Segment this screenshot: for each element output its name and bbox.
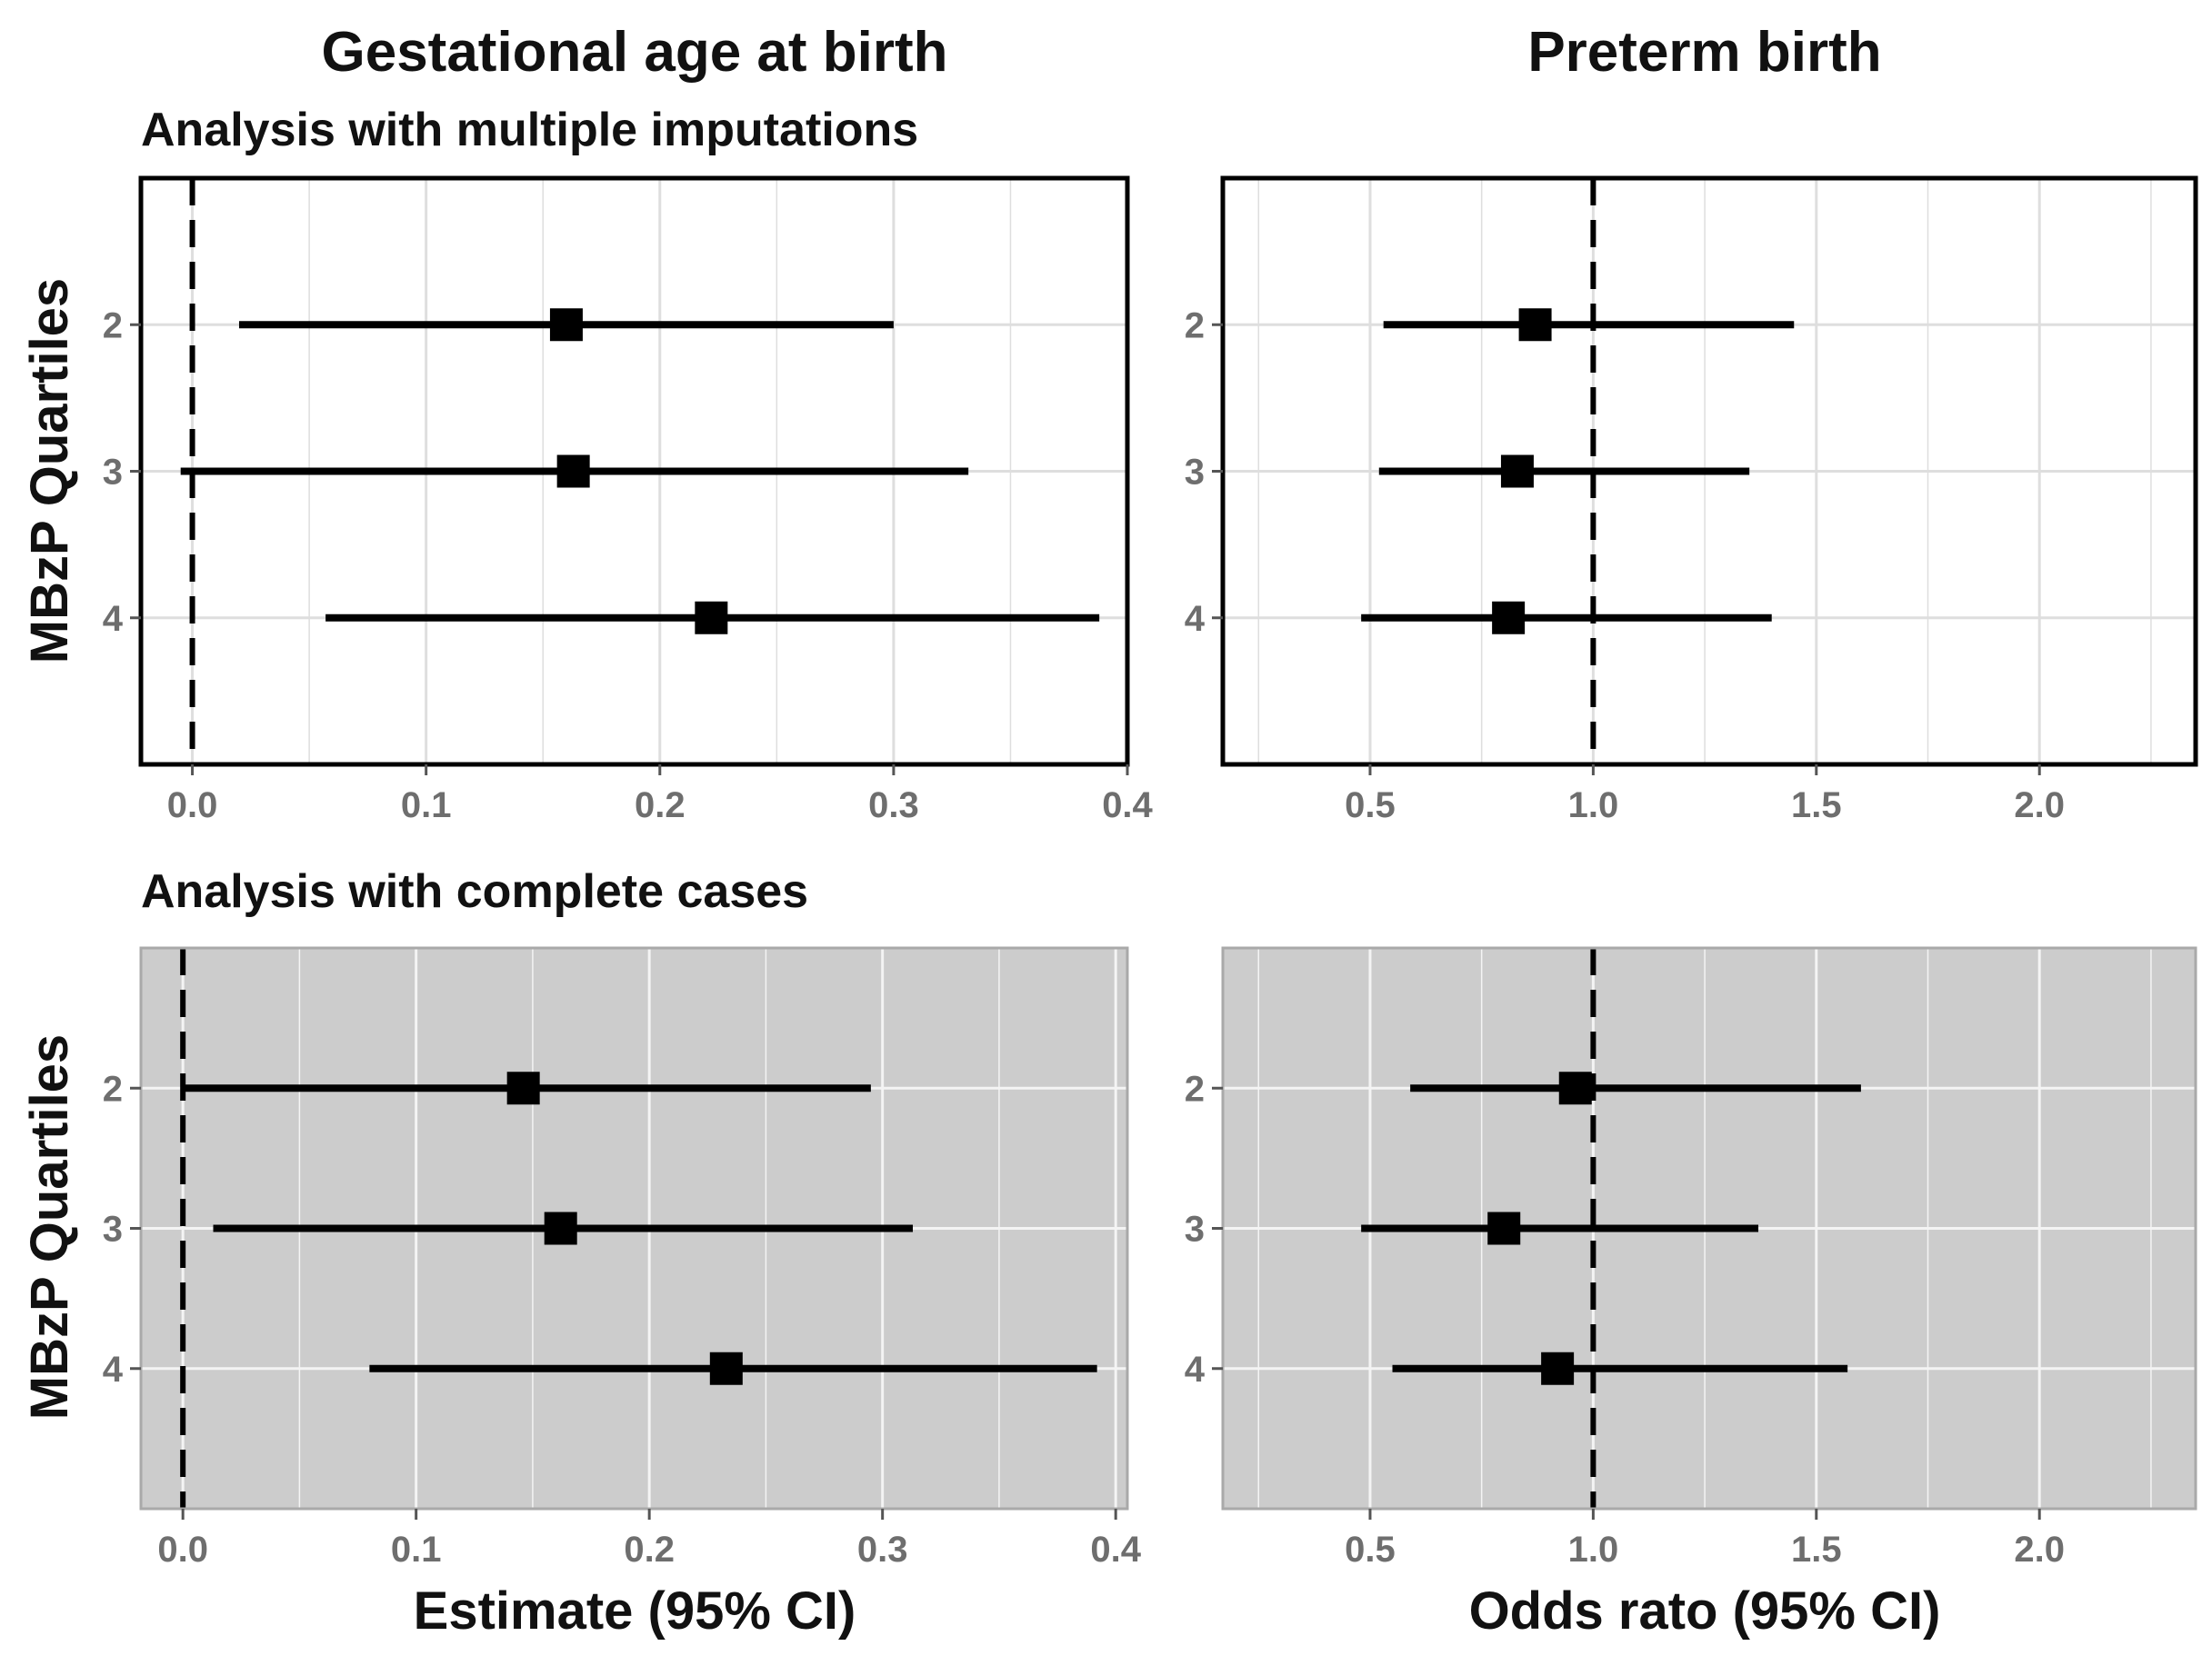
x-tick-label: 0.2 <box>624 1530 675 1570</box>
y-tick-label: 4 <box>103 1350 124 1390</box>
x-tick-label: 0.4 <box>1102 785 1153 825</box>
y-tick-label: 4 <box>1185 1350 1206 1390</box>
x-tick-label: 2.0 <box>2014 785 2065 825</box>
y-axis-label-top: MBzP Quartiles <box>20 278 79 663</box>
x-axis-label-odds-ratio: Odds rato (95% CI) <box>1469 1581 1941 1641</box>
x-tick-label: 0.3 <box>857 1530 908 1570</box>
x-tick-label: 0.3 <box>868 785 919 825</box>
estimate-point-q4 <box>695 601 728 634</box>
y-tick-label: 3 <box>103 453 123 493</box>
estimate-point-q4 <box>1492 601 1526 634</box>
y-tick-label: 3 <box>1185 1210 1205 1250</box>
x-tick-label: 0.4 <box>1090 1530 1141 1570</box>
x-tick-label: 1.5 <box>1791 1530 1842 1570</box>
x-tick-label: 0.5 <box>1345 785 1396 825</box>
estimate-point-q2 <box>1518 308 1552 342</box>
panel-cc-preterm-birth: 0.5 1.0 1.5 2.0 2 3 4 <box>1185 946 2197 1570</box>
panel-mi-preterm-birth: 0.5 1.0 1.5 2.0 2 3 4 <box>1185 175 2198 825</box>
estimate-point-q4 <box>1541 1352 1575 1385</box>
column-title-preterm-birth: Preterm birth <box>1527 21 1881 84</box>
y-tick-label: 2 <box>103 305 123 345</box>
y-tick-label: 2 <box>1185 305 1205 345</box>
estimate-point-q3 <box>556 454 590 488</box>
y-tick-label: 3 <box>103 1210 123 1250</box>
column-title-gestational-age: Gestational age at birth <box>321 21 947 84</box>
x-tick-label: 1.5 <box>1791 785 1842 825</box>
y-tick-label: 4 <box>103 599 124 639</box>
estimate-point-q2 <box>506 1072 540 1105</box>
x-tick-label: 1.0 <box>1568 1530 1619 1570</box>
x-tick-label: 0.0 <box>157 1530 208 1570</box>
estimate-point-q4 <box>709 1352 743 1385</box>
x-axis-label-estimate: Estimate (95% CI) <box>414 1581 856 1641</box>
x-tick-label: 0.1 <box>391 1530 442 1570</box>
row-title-multiple-imputations: Analysis with multiple imputations <box>141 104 918 156</box>
row-title-complete-cases: Analysis with complete cases <box>141 865 808 918</box>
estimate-point-q3 <box>1500 454 1534 488</box>
x-tick-label: 0.1 <box>401 785 452 825</box>
x-tick-label: 0.5 <box>1345 1530 1396 1570</box>
estimate-point-q3 <box>544 1212 577 1245</box>
y-tick-label: 2 <box>103 1069 123 1109</box>
estimate-point-q2 <box>549 308 583 342</box>
estimate-point-q3 <box>1487 1212 1521 1245</box>
panel-mi-gestational-age: 0.0 0.1 0.2 0.3 0.4 2 3 4 <box>103 175 1154 825</box>
x-tick-label: 0.2 <box>635 785 686 825</box>
y-tick-label: 3 <box>1185 453 1205 493</box>
y-tick-label: 4 <box>1185 599 1206 639</box>
x-tick-label: 2.0 <box>2014 1530 2065 1570</box>
x-tick-label: 1.0 <box>1568 785 1619 825</box>
estimate-point-q2 <box>1558 1072 1592 1105</box>
y-tick-label: 2 <box>1185 1069 1205 1109</box>
y-axis-label-bottom: MBzP Quartiles <box>20 1034 79 1420</box>
x-tick-label: 0.0 <box>167 785 218 825</box>
panel-cc-gestational-age: 0.0 0.1 0.2 0.3 0.4 2 3 4 <box>103 946 1142 1570</box>
